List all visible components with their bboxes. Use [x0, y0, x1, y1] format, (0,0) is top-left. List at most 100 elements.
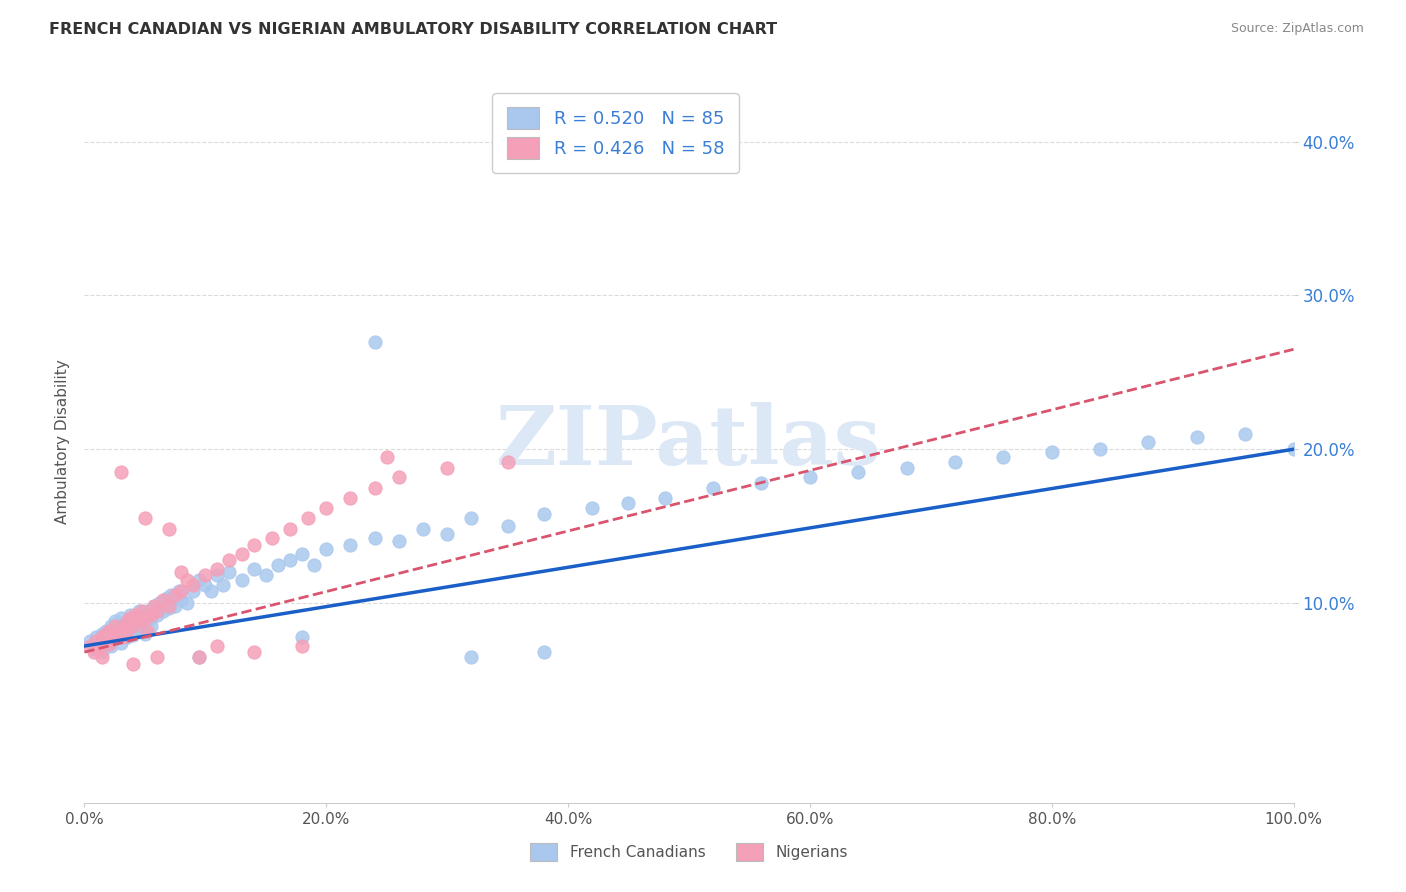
Point	[436, 460, 458, 475]
Point	[291, 630, 314, 644]
Point	[254, 568, 277, 582]
Point	[94, 626, 117, 640]
Y-axis label: Ambulatory Disability: Ambulatory Disability	[55, 359, 70, 524]
Point	[139, 611, 162, 625]
Point	[846, 465, 869, 479]
Point	[581, 500, 603, 515]
Point	[460, 649, 482, 664]
Point	[260, 532, 283, 546]
Point	[363, 532, 385, 546]
Point	[134, 611, 156, 625]
Point	[115, 630, 138, 644]
Point	[134, 511, 156, 525]
Point	[496, 454, 519, 468]
Point	[120, 608, 142, 623]
Point	[315, 500, 337, 515]
Point	[87, 642, 110, 657]
Point	[115, 615, 138, 630]
Point	[170, 565, 193, 579]
Point	[97, 632, 120, 647]
Point	[136, 624, 159, 638]
Point	[218, 565, 240, 579]
Point	[79, 634, 101, 648]
Point	[436, 526, 458, 541]
Point	[412, 522, 434, 536]
Point	[97, 624, 120, 638]
Point	[91, 649, 114, 664]
Point	[267, 558, 290, 572]
Point	[291, 547, 314, 561]
Point	[79, 639, 101, 653]
Point	[136, 604, 159, 618]
Point	[1234, 426, 1257, 441]
Point	[121, 619, 143, 633]
Point	[339, 491, 361, 506]
Point	[146, 649, 169, 664]
Point	[143, 599, 166, 613]
Point	[291, 639, 314, 653]
Point	[533, 645, 555, 659]
Point	[993, 450, 1015, 464]
Point	[124, 611, 146, 625]
Point	[128, 604, 150, 618]
Point	[388, 534, 411, 549]
Point	[167, 583, 190, 598]
Point	[165, 588, 187, 602]
Point	[146, 608, 169, 623]
Point	[121, 628, 143, 642]
Point	[207, 562, 229, 576]
Point	[799, 470, 821, 484]
Point	[188, 649, 211, 664]
Point	[104, 630, 127, 644]
Point	[121, 657, 143, 672]
Point	[160, 588, 183, 602]
Point	[110, 622, 132, 636]
Point	[165, 599, 187, 613]
Point	[315, 542, 337, 557]
Point	[460, 511, 482, 525]
Point	[194, 568, 217, 582]
Point	[110, 611, 132, 625]
Point	[110, 465, 132, 479]
Point	[496, 519, 519, 533]
Point	[146, 604, 169, 618]
Point	[139, 619, 162, 633]
Point	[104, 619, 127, 633]
Point	[110, 636, 132, 650]
Legend: French Canadians, Nigerians: French Canadians, Nigerians	[523, 837, 855, 867]
Point	[242, 537, 264, 551]
Point	[134, 608, 156, 623]
Point	[107, 626, 129, 640]
Point	[134, 626, 156, 640]
Point	[617, 496, 640, 510]
Point	[124, 608, 146, 623]
Point	[157, 600, 180, 615]
Point	[242, 645, 264, 659]
Point	[148, 596, 170, 610]
Point	[170, 583, 193, 598]
Point	[176, 596, 198, 610]
Point	[157, 522, 180, 536]
Point	[91, 626, 114, 640]
Point	[533, 507, 555, 521]
Point	[131, 615, 153, 629]
Point	[115, 615, 138, 629]
Point	[86, 634, 108, 648]
Point	[702, 481, 724, 495]
Point	[128, 622, 150, 636]
Point	[83, 645, 105, 659]
Point	[91, 645, 114, 659]
Point	[131, 604, 153, 618]
Point	[200, 583, 222, 598]
Point	[231, 547, 253, 561]
Point	[100, 619, 122, 633]
Point	[207, 639, 229, 653]
Point	[100, 639, 122, 653]
Point	[181, 577, 204, 591]
Point	[375, 450, 398, 464]
Point	[112, 630, 135, 644]
Point	[363, 334, 385, 349]
Point	[388, 470, 411, 484]
Point	[115, 624, 138, 638]
Point	[278, 522, 301, 536]
